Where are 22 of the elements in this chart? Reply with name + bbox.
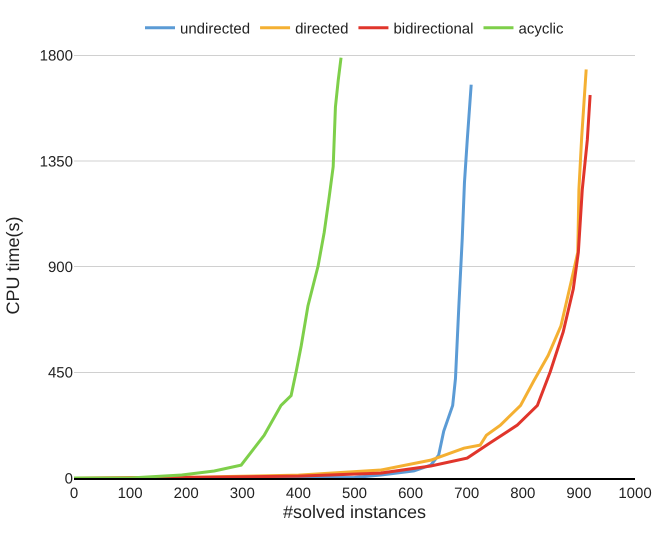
x-tick-label: 600 xyxy=(398,485,424,502)
x-tick-label: 100 xyxy=(118,485,143,502)
x-tick-label: 800 xyxy=(510,485,536,502)
y-tick-label: 450 xyxy=(48,364,73,382)
x-tick-label: 900 xyxy=(566,485,592,502)
x-tick-label: 1000 xyxy=(618,485,652,502)
legend-label: acyclic xyxy=(518,20,564,38)
x-tick-label: 400 xyxy=(286,485,311,502)
legend-label: bidirectional xyxy=(393,20,474,38)
x-tick-label: 200 xyxy=(174,485,199,502)
x-tick-label: 700 xyxy=(454,485,480,502)
y-tick-label: 1800 xyxy=(40,48,73,65)
y-tick-label: 900 xyxy=(48,258,73,276)
y-tick-label: 1350 xyxy=(40,153,73,170)
x-axis-title: #solved instances xyxy=(282,502,426,522)
x-tick-label: 300 xyxy=(230,485,255,502)
line-series xyxy=(74,56,343,478)
y-axis-title: CPU time(s) xyxy=(2,216,23,314)
legend-label: undirected xyxy=(180,20,250,38)
y-tick-label: 0 xyxy=(64,470,73,488)
x-tick-label: 500 xyxy=(342,485,368,502)
legend-label: directed xyxy=(295,20,348,38)
